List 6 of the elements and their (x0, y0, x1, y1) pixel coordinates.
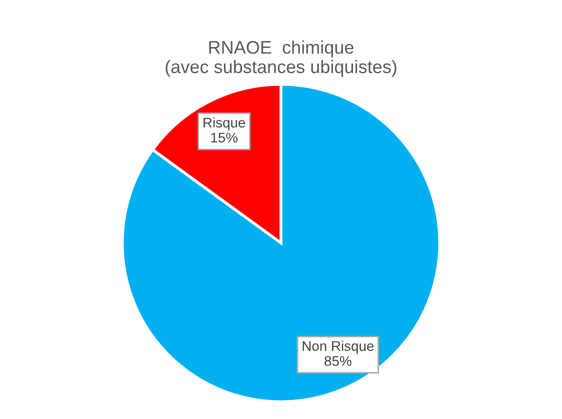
slice-label: Risque (204, 117, 246, 130)
chart-title: RNAOE chimique (avec substances ubiquistes) (166, 40, 396, 77)
data-label: 85% (324, 356, 352, 366)
pie-slice (120, 82, 442, 404)
slice-label: Non Risque (302, 340, 374, 354)
data-label: 15% (211, 132, 238, 143)
